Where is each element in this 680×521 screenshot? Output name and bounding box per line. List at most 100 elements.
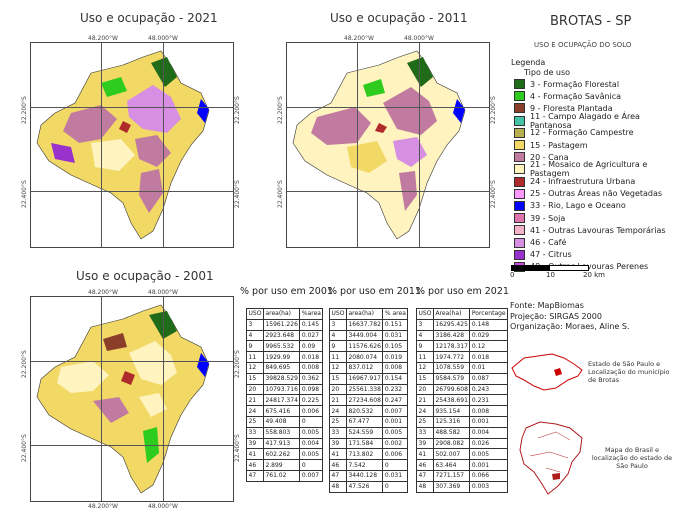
table-cell: 3449.004 [345,329,384,342]
map-2011-lat-label-right-2: 22.400°S [490,180,497,208]
table-row: 48 307.369 0.003 [416,480,509,493]
main-title: BROTAS - SP [550,14,632,29]
table-cell: 761.02 [262,469,301,482]
map-2021-frame [30,42,234,248]
table-cell: 9 [246,340,264,353]
table-row: 4 3449.004 0.031 [329,329,409,342]
legend-item: 9 - Floresta Plantada [514,102,680,114]
table-cell: 0.01 [469,361,509,374]
table-row: 46 7.542 0 [329,459,409,471]
table-cell: 27234.608 [345,394,384,407]
table-cell: 15961.226 [262,318,301,331]
table-cell: 0.029 [469,329,509,342]
table-2021: USO Area(ha) Porcentage 3 16295.425 0.148 4 318… [416,308,509,493]
table-cell: 0.008 [299,361,324,374]
table-row: 15 16967.917 0.154 [329,372,409,385]
table-cell: 10793.716 [262,383,301,396]
table-cell: 20 [246,383,264,396]
table-cell: 0.151 [382,318,409,331]
table-cell: 41 [329,448,347,461]
table-cell: 48 [329,480,347,493]
table-cell: 47 [416,469,434,482]
map-2001-lon-label-bottom-1: 48.200°W [88,503,118,510]
table-cell: 0.005 [382,426,409,439]
table-cell: 0.231 [469,394,509,407]
map-2011-lat-label-2: 22.400°S [277,180,284,208]
legend-label: 11 - Campo Alagado e Área Pantanosa [530,111,640,130]
legend-item: 4 - Formação Savânica [514,90,680,102]
table-row: 24 935.154 0.008 [416,405,509,417]
table-cell: 307.369 [432,480,471,493]
table-row: 25 125.316 0.001 [416,415,509,428]
table-cell: 0.362 [299,372,324,385]
table-cell: 3 [329,318,347,331]
legend-swatch [514,188,525,199]
table-cell: 39828.529 [262,372,301,385]
table-row: 47 3440.128 0.031 [329,469,409,482]
table-2021-title: % por uso em 2021 [416,286,509,297]
table-cell: 9584.579 [432,372,471,385]
table-cell: 125.316 [432,415,471,428]
table-cell: 0.09 [299,340,324,353]
table-cell: 21 [416,394,434,407]
table-header-cell: Porcentage [469,308,509,320]
table-cell: 11576.626 [345,340,384,353]
table-cell: 0.008 [469,405,509,417]
table-cell: 0.005 [299,448,324,461]
table-cell: 33 [416,426,434,439]
subtitle: USO E OCUPAÇÃO DO SOLO [534,41,632,49]
table-cell: 41 [416,448,434,461]
table-cell: 2923.648 [262,329,301,342]
table-cell: 171.584 [345,437,384,450]
table-row: 46 63.464 0.001 [416,459,509,471]
table-cell: 0 [382,459,409,471]
table-cell: 16637.782 [345,318,384,331]
source-text: Fonte: MapBiomas [510,301,584,310]
table-cell: 837.012 [345,361,384,374]
legend-swatch [514,176,525,187]
map-2001-lat-label-right-1: 22.200°S [234,350,241,378]
table-row: 3 16637.782 0.151 [329,318,409,331]
map-2021-lon-label-2: 48.000°W [148,35,178,42]
table-row: 47 761.02 0.007 [246,469,324,482]
table-2011-title: % por uso em 2011 [328,286,421,297]
table-cell: 2.899 [262,459,301,471]
legend-item: 25 - Outras Áreas não Vegetadas [514,188,680,200]
table-cell: 47.526 [345,480,384,493]
table-row: 9 11576.626 0.105 [329,340,409,353]
legend-swatch [514,164,525,175]
table-header-cell: area(ha) [345,308,384,320]
table-cell: 0.148 [469,318,509,331]
table-cell: 0.019 [382,351,409,363]
table-row: 20 10793.716 0.098 [246,383,324,396]
legend-swatch [514,225,525,236]
map-2011-image [292,50,466,240]
table-cell: 0.005 [299,426,324,439]
table-row: 48 47.526 0 [329,480,409,493]
table-cell: 0.243 [469,383,509,396]
table-cell: 21 [329,394,347,407]
table-cell: 524.559 [345,426,384,439]
table-row: 41 713.802 0.006 [329,448,409,461]
table-cell: 0.007 [299,469,324,482]
table-cell: 47 [246,469,264,482]
legend-swatch [514,127,525,138]
legend-label: 20 - Cana [530,152,569,162]
table-cell: 25 [416,415,434,428]
table-row: 15 9584.579 0.087 [416,372,509,385]
table-row: 21 24817.374 0.225 [246,394,324,407]
scale-bar [511,265,631,273]
table-cell: 67.477 [345,415,384,428]
table-cell: 0.12 [469,340,509,353]
table-cell: 502.007 [432,448,471,461]
map-2021-lat-label-2: 22.400°S [21,180,28,208]
table-cell: 1974.772 [432,351,471,363]
legend-label: 9 - Floresta Plantada [530,103,613,113]
table-cell: 12178.317 [432,340,471,353]
legend-swatch [514,103,525,114]
table-cell: 48 [416,480,434,493]
legend-item: 11 - Campo Alagado e Área Pantanosa [514,111,680,130]
legend-label: 39 - Soja [530,213,566,223]
table-cell: 935.154 [432,405,471,417]
table-cell: 16295.425 [432,318,471,331]
